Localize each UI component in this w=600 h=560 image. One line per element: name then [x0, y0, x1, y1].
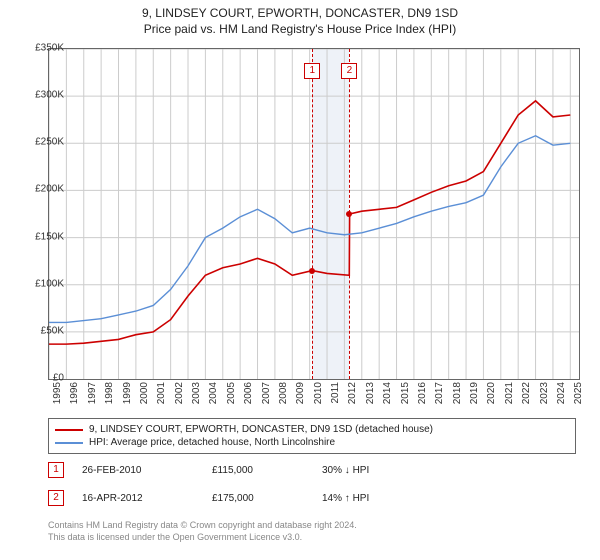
x-tick-label: 1995: [52, 382, 63, 412]
legend-item-property: 9, LINDSEY COURT, EPWORTH, DONCASTER, DN…: [55, 423, 569, 436]
x-tick-label: 1996: [69, 382, 80, 412]
legend-item-hpi: HPI: Average price, detached house, Nort…: [55, 436, 569, 449]
x-tick-label: 1998: [104, 382, 115, 412]
x-tick-label: 2012: [347, 382, 358, 412]
x-tick-label: 2016: [417, 382, 428, 412]
x-tick-label: 2005: [226, 382, 237, 412]
x-tick-label: 2006: [243, 382, 254, 412]
legend-box: 9, LINDSEY COURT, EPWORTH, DONCASTER, DN…: [48, 418, 576, 454]
y-tick-label: £300K: [20, 90, 64, 101]
chart-marker-1: 1: [304, 63, 320, 79]
legend-swatch-property: [55, 429, 83, 431]
event-delta-1: 30% ↓ HPI: [322, 465, 369, 476]
chart-svg: [49, 49, 579, 379]
x-tick-label: 2013: [365, 382, 376, 412]
x-tick-label: 2008: [278, 382, 289, 412]
x-tick-label: 2004: [208, 382, 219, 412]
legend-swatch-hpi: [55, 442, 83, 444]
x-tick-label: 2022: [521, 382, 532, 412]
y-tick-label: £200K: [20, 184, 64, 195]
title-subtitle: Price paid vs. HM Land Registry's House …: [0, 22, 600, 36]
event-delta-2: 14% ↑ HPI: [322, 493, 369, 504]
y-tick-label: £350K: [20, 43, 64, 54]
x-tick-label: 2000: [139, 382, 150, 412]
x-tick-label: 1997: [87, 382, 98, 412]
x-tick-label: 2015: [400, 382, 411, 412]
event-marker-1: 1: [48, 462, 64, 478]
titles: 9, LINDSEY COURT, EPWORTH, DONCASTER, DN…: [0, 0, 600, 36]
x-tick-label: 2002: [174, 382, 185, 412]
y-tick-label: £150K: [20, 231, 64, 242]
y-tick-label: £100K: [20, 278, 64, 289]
x-tick-label: 1999: [122, 382, 133, 412]
title-address: 9, LINDSEY COURT, EPWORTH, DONCASTER, DN…: [0, 6, 600, 20]
x-tick-label: 2025: [573, 382, 584, 412]
x-tick-label: 2021: [504, 382, 515, 412]
x-tick-label: 2003: [191, 382, 202, 412]
event-line-1: [312, 49, 313, 379]
x-tick-label: 2019: [469, 382, 480, 412]
x-tick-label: 2020: [486, 382, 497, 412]
event-row-1: 1 26-FEB-2010 £115,000 30% ↓ HPI: [48, 462, 576, 478]
event-price-1: £115,000: [212, 465, 322, 476]
event-date-1: 26-FEB-2010: [82, 465, 212, 476]
legend-label-hpi: HPI: Average price, detached house, Nort…: [89, 437, 335, 448]
x-tick-label: 2007: [261, 382, 272, 412]
legend-label-property: 9, LINDSEY COURT, EPWORTH, DONCASTER, DN…: [89, 424, 433, 435]
x-tick-label: 2024: [556, 382, 567, 412]
chart-container: 9, LINDSEY COURT, EPWORTH, DONCASTER, DN…: [0, 0, 600, 560]
x-tick-label: 2001: [156, 382, 167, 412]
sale-point-1: [309, 268, 315, 274]
x-tick-label: 2010: [313, 382, 324, 412]
sale-point-2: [346, 211, 352, 217]
x-tick-label: 2011: [330, 382, 341, 412]
x-tick-label: 2009: [295, 382, 306, 412]
chart-plot-area: 12: [48, 48, 580, 380]
event-marker-2: 2: [48, 490, 64, 506]
event-date-2: 16-APR-2012: [82, 493, 212, 504]
x-tick-label: 2017: [434, 382, 445, 412]
footer-line-2: This data is licensed under the Open Gov…: [48, 532, 576, 544]
chart-marker-2: 2: [341, 63, 357, 79]
x-tick-label: 2018: [452, 382, 463, 412]
x-tick-label: 2023: [539, 382, 550, 412]
y-tick-label: £250K: [20, 137, 64, 148]
x-tick-label: 2014: [382, 382, 393, 412]
event-price-2: £175,000: [212, 493, 322, 504]
footer: Contains HM Land Registry data © Crown c…: [48, 520, 576, 543]
event-row-2: 2 16-APR-2012 £175,000 14% ↑ HPI: [48, 490, 576, 506]
footer-line-1: Contains HM Land Registry data © Crown c…: [48, 520, 576, 532]
y-tick-label: £50K: [20, 325, 64, 336]
